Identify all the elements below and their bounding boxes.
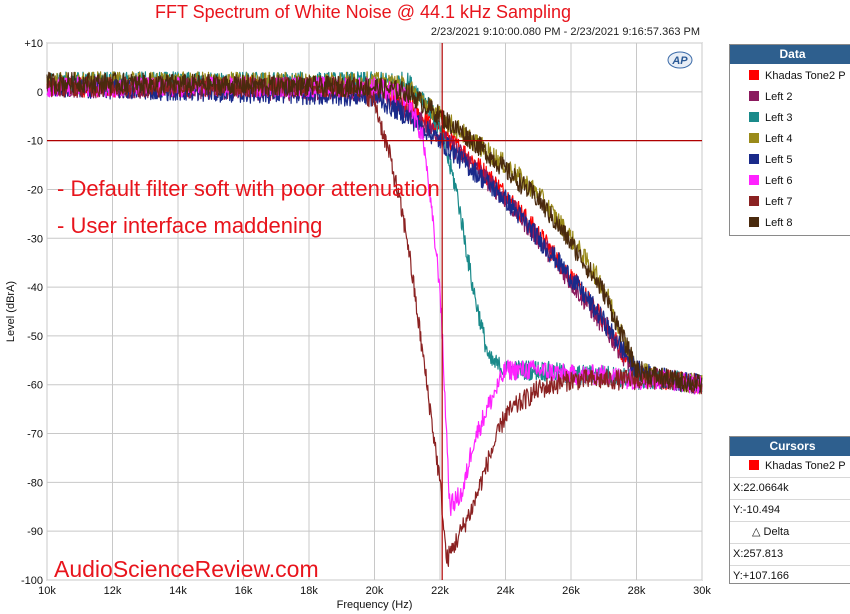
legend-label: Left 4 xyxy=(765,133,793,145)
y-tick-label: -30 xyxy=(27,233,43,245)
x-tick-label: 24k xyxy=(497,585,515,597)
legend-label: Left 3 xyxy=(765,112,793,124)
legend-label: Left 5 xyxy=(765,154,793,166)
y-tick-label: 0 xyxy=(37,87,43,99)
x-tick-label: 14k xyxy=(169,585,187,597)
watermark: AudioScienceReview.com xyxy=(54,556,319,582)
y-tick-label: -40 xyxy=(27,282,43,294)
legend-label: Left 8 xyxy=(765,217,793,229)
y-tick-label: -90 xyxy=(27,526,43,538)
triangle-icon: △ xyxy=(752,526,761,538)
legend-swatch xyxy=(749,70,759,80)
x-tick-label: 12k xyxy=(104,585,122,597)
x-tick-label: 10k xyxy=(38,585,56,597)
tick-labels: 10k 12k 14k 16k 18k 20k 22k 24k 26k 28k 30k +10 0 -10… xyxy=(21,38,711,597)
annotation-1: - Default filter soft with poor attenuat… xyxy=(57,176,440,201)
y-tick-label: -60 xyxy=(27,380,43,392)
data-panel-title: Data xyxy=(730,45,850,64)
x-tick-label: 18k xyxy=(300,585,318,597)
series-group xyxy=(46,71,703,567)
legend-item-4[interactable]: Left 4 xyxy=(730,129,850,150)
legend-swatch xyxy=(749,217,759,227)
ap-logo-icon: AP xyxy=(667,51,693,69)
legend-item-1[interactable]: Khadas Tone2 P xyxy=(730,66,850,87)
chart-subtitle: 2/23/2021 9:10:00.080 PM - 2/23/2021 9:1… xyxy=(430,26,700,38)
chart-title: FFT Spectrum of White Noise @ 44.1 kHz S… xyxy=(154,2,572,22)
ap-logo-text: AP xyxy=(671,55,688,67)
legend-item-6[interactable]: Left 6 xyxy=(730,171,850,192)
cursor-series-name: Khadas Tone2 P xyxy=(765,460,846,472)
legend-swatch xyxy=(749,154,759,164)
legend-item-7[interactable]: Left 7 xyxy=(730,192,850,213)
x-tick-label: 20k xyxy=(366,585,384,597)
x-tick-label: 16k xyxy=(235,585,253,597)
legend-item-8[interactable]: Left 8 xyxy=(730,213,850,234)
y-tick-label: +10 xyxy=(24,38,43,50)
x-tick-label: 26k xyxy=(562,585,580,597)
cursor-lines[interactable] xyxy=(47,43,702,580)
annotation-2: - User interface maddening xyxy=(57,213,323,238)
legend-label: Left 6 xyxy=(765,175,793,187)
y-tick-label: -80 xyxy=(27,477,43,489)
series-line-8 xyxy=(46,71,703,393)
cursor-y-readout: Y:-10.494 xyxy=(730,499,850,521)
delta-y-readout: Y:+107.166 xyxy=(730,565,850,587)
cursor-series-swatch xyxy=(749,460,759,470)
legend-item-5[interactable]: Left 5 xyxy=(730,150,850,171)
x-tick-label: 28k xyxy=(628,585,646,597)
cursor-series[interactable]: Khadas Tone2 P xyxy=(730,456,850,477)
legend-label: Khadas Tone2 P xyxy=(765,70,846,82)
legend-label: Left 2 xyxy=(765,91,793,103)
legend-swatch xyxy=(749,112,759,122)
y-tick-label: -50 xyxy=(27,331,43,343)
delta-x-readout: X:257.813 xyxy=(730,543,850,565)
y-axis-label: Level (dBrA) xyxy=(5,281,17,342)
legend-label: Left 7 xyxy=(765,196,793,208)
x-axis-label: Frequency (Hz) xyxy=(337,599,413,611)
legend: Khadas Tone2 P Left 2 Left 3 Left 4 Left 5 Le… xyxy=(730,64,850,234)
legend-swatch xyxy=(749,91,759,101)
legend-item-2[interactable]: Left 2 xyxy=(730,87,850,108)
cursors-panel: Cursors Khadas Tone2 P X:22.0664k Y:-10.… xyxy=(729,436,850,584)
y-tick-label: -20 xyxy=(27,184,43,196)
delta-row: △ Delta xyxy=(730,521,850,543)
y-tick-label: -10 xyxy=(27,136,43,148)
x-tick-label: 22k xyxy=(431,585,449,597)
y-tick-label: -70 xyxy=(27,429,43,441)
cursor-x-readout: X:22.0664k xyxy=(730,477,850,499)
data-panel: Data Khadas Tone2 P Left 2 Left 3 Left 4 Lef… xyxy=(729,44,850,236)
delta-label: Delta xyxy=(763,526,790,538)
legend-swatch xyxy=(749,175,759,185)
x-tick-label: 30k xyxy=(693,585,711,597)
legend-item-3[interactable]: Left 3 xyxy=(730,108,850,129)
cursors-panel-title: Cursors xyxy=(730,437,850,456)
legend-swatch xyxy=(749,133,759,143)
y-tick-label: -100 xyxy=(21,575,43,587)
legend-swatch xyxy=(749,196,759,206)
